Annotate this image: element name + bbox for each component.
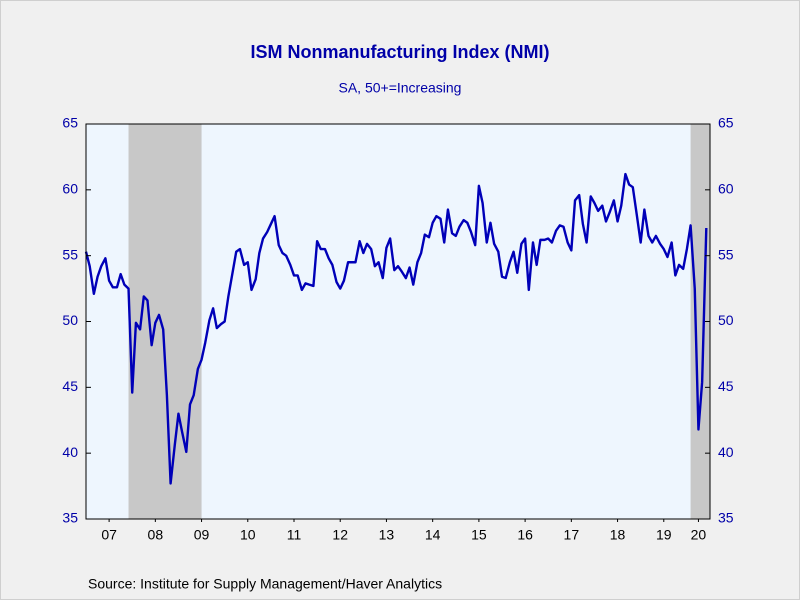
y2-tick-label: 55 xyxy=(718,246,734,262)
chart-subtitle: SA, 50+=Increasing xyxy=(339,80,462,96)
y-tick-label: 45 xyxy=(62,378,78,394)
x-tick-label: 16 xyxy=(517,527,533,543)
x-tick-label: 11 xyxy=(287,527,302,543)
y-tick-label: 35 xyxy=(62,510,78,526)
y-tick-label: 55 xyxy=(62,246,78,262)
x-tick-label: 18 xyxy=(610,527,626,543)
y2-tick-label: 40 xyxy=(718,444,734,460)
y2-tick-label: 60 xyxy=(718,181,734,197)
x-tick-label: 12 xyxy=(332,527,348,543)
data-line xyxy=(84,172,708,485)
y2-tick-label: 45 xyxy=(718,378,734,394)
source-note: Source: Institute for Supply Management/… xyxy=(88,576,442,592)
x-tick-label: 08 xyxy=(148,527,164,543)
x-tick-label: 17 xyxy=(564,527,580,543)
x-tick-label: 07 xyxy=(101,527,117,543)
recession-shading xyxy=(690,124,710,519)
x-tick-label: 13 xyxy=(379,527,395,543)
marks-layer xyxy=(84,172,708,485)
y2-tick-label: 65 xyxy=(718,115,734,131)
y-tick-label: 40 xyxy=(62,444,78,460)
chart-title: ISM Nonmanufacturing Index (NMI) xyxy=(251,42,550,62)
x-tick-label: 14 xyxy=(425,527,441,543)
y-tick-label: 50 xyxy=(62,312,78,328)
x-tick-label: 15 xyxy=(471,527,487,543)
y-tick-label: 60 xyxy=(62,181,78,197)
x-tick-label: 10 xyxy=(240,527,256,543)
y-tick-label: 65 xyxy=(62,115,78,131)
x-tick-label: 09 xyxy=(194,527,210,543)
y2-tick-label: 50 xyxy=(718,312,734,328)
recession-shading xyxy=(128,124,202,519)
x-tick-label: 20 xyxy=(691,527,707,543)
x-tick-label: 19 xyxy=(656,527,672,543)
y2-tick-label: 35 xyxy=(718,510,734,526)
